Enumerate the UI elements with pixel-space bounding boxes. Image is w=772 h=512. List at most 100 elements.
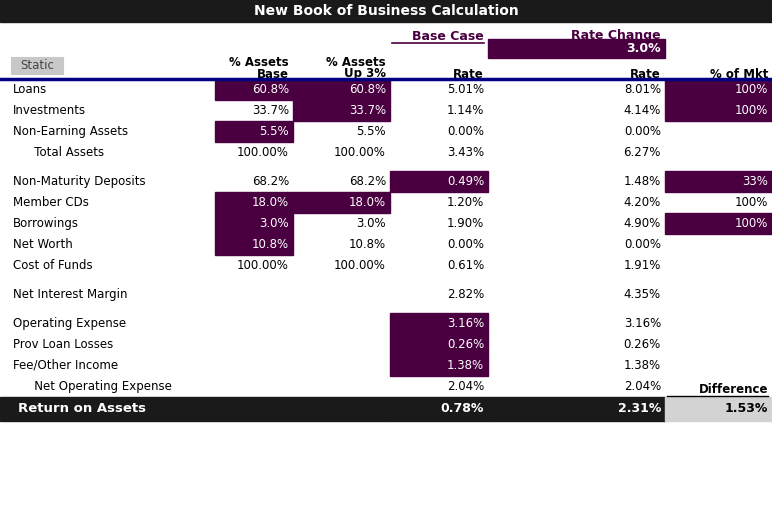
Text: 100.00%: 100.00%: [334, 146, 386, 159]
Text: Operating Expense: Operating Expense: [13, 317, 126, 330]
Text: 3.16%: 3.16%: [624, 317, 661, 330]
Bar: [11, 57, 63, 74]
Text: 60.8%: 60.8%: [349, 83, 386, 96]
Text: 68.2%: 68.2%: [349, 175, 386, 188]
Text: New Book of Business Calculation: New Book of Business Calculation: [254, 4, 518, 18]
Bar: [665, 79, 772, 100]
Text: 10.8%: 10.8%: [349, 238, 386, 251]
Text: 3.0%: 3.0%: [259, 217, 289, 230]
Text: 68.2%: 68.2%: [252, 175, 289, 188]
Text: Rate: Rate: [453, 68, 484, 80]
Text: 5.5%: 5.5%: [259, 125, 289, 138]
Text: Non-Maturity Deposits: Non-Maturity Deposits: [13, 175, 146, 188]
Bar: [293, 100, 390, 121]
Bar: [215, 192, 293, 213]
Text: 33.7%: 33.7%: [349, 104, 386, 117]
Text: 0.26%: 0.26%: [447, 338, 484, 351]
Text: Static: Static: [20, 59, 54, 72]
Text: Fee/Other Income: Fee/Other Income: [13, 359, 118, 372]
Text: Return on Assets: Return on Assets: [18, 402, 146, 416]
Text: 0.26%: 0.26%: [624, 338, 661, 351]
Bar: [0, 0, 772, 22]
Bar: [390, 171, 488, 192]
Bar: [488, 39, 665, 58]
Text: Difference: Difference: [699, 383, 768, 396]
Text: 0.78%: 0.78%: [441, 402, 484, 416]
Text: 100.00%: 100.00%: [237, 259, 289, 272]
Text: 8.01%: 8.01%: [624, 83, 661, 96]
Text: 100.00%: 100.00%: [334, 259, 386, 272]
Bar: [665, 100, 772, 121]
Text: Base Case: Base Case: [412, 30, 484, 42]
Text: 1.20%: 1.20%: [447, 196, 484, 209]
Bar: [390, 355, 488, 376]
Bar: [215, 213, 293, 234]
Text: 33%: 33%: [742, 175, 768, 188]
Text: 2.04%: 2.04%: [624, 380, 661, 393]
Text: 4.90%: 4.90%: [624, 217, 661, 230]
Bar: [0, 397, 390, 421]
Text: Up 3%: Up 3%: [344, 68, 386, 80]
Text: % of Mkt: % of Mkt: [709, 68, 768, 80]
Text: 1.38%: 1.38%: [624, 359, 661, 372]
Bar: [665, 213, 772, 234]
Text: 100.00%: 100.00%: [237, 146, 289, 159]
Text: 18.0%: 18.0%: [349, 196, 386, 209]
Text: Rate: Rate: [630, 68, 661, 80]
Text: 3.0%: 3.0%: [626, 42, 661, 55]
Bar: [390, 313, 488, 334]
Bar: [488, 397, 665, 421]
Bar: [215, 121, 293, 142]
Bar: [293, 79, 390, 100]
Text: % Assets: % Assets: [229, 56, 289, 70]
Text: 1.90%: 1.90%: [447, 217, 484, 230]
Text: Investments: Investments: [13, 104, 86, 117]
Text: 3.16%: 3.16%: [447, 317, 484, 330]
Text: Cost of Funds: Cost of Funds: [13, 259, 93, 272]
Text: 5.5%: 5.5%: [357, 125, 386, 138]
Text: 0.61%: 0.61%: [447, 259, 484, 272]
Bar: [665, 171, 772, 192]
Text: 2.82%: 2.82%: [447, 288, 484, 301]
Text: 0.00%: 0.00%: [624, 125, 661, 138]
Text: Base: Base: [257, 68, 289, 80]
Text: Net Operating Expense: Net Operating Expense: [23, 380, 172, 393]
Text: 60.8%: 60.8%: [252, 83, 289, 96]
Bar: [390, 397, 488, 421]
Text: 0.49%: 0.49%: [447, 175, 484, 188]
Text: 4.14%: 4.14%: [624, 104, 661, 117]
Text: Member CDs: Member CDs: [13, 196, 89, 209]
Bar: [215, 234, 293, 255]
Text: 2.04%: 2.04%: [447, 380, 484, 393]
Text: 4.20%: 4.20%: [624, 196, 661, 209]
Text: 10.8%: 10.8%: [252, 238, 289, 251]
Text: 1.14%: 1.14%: [447, 104, 484, 117]
Text: 3.43%: 3.43%: [447, 146, 484, 159]
Bar: [390, 334, 488, 355]
Text: 1.38%: 1.38%: [447, 359, 484, 372]
Text: 100%: 100%: [735, 83, 768, 96]
Bar: [293, 192, 390, 213]
Text: 100%: 100%: [735, 104, 768, 117]
Text: 1.91%: 1.91%: [624, 259, 661, 272]
Text: 0.00%: 0.00%: [447, 125, 484, 138]
Text: 0.00%: 0.00%: [624, 238, 661, 251]
Text: Borrowings: Borrowings: [13, 217, 79, 230]
Text: 18.0%: 18.0%: [252, 196, 289, 209]
Text: Non-Earning Assets: Non-Earning Assets: [13, 125, 128, 138]
Text: 0.00%: 0.00%: [447, 238, 484, 251]
Text: 4.35%: 4.35%: [624, 288, 661, 301]
Text: 5.01%: 5.01%: [447, 83, 484, 96]
Text: Rate Change: Rate Change: [571, 30, 661, 42]
Text: 33.7%: 33.7%: [252, 104, 289, 117]
Bar: [665, 397, 772, 421]
Text: Net Interest Margin: Net Interest Margin: [13, 288, 127, 301]
Text: 100%: 100%: [735, 196, 768, 209]
Text: 6.27%: 6.27%: [624, 146, 661, 159]
Bar: [215, 79, 293, 100]
Text: % Assets: % Assets: [327, 56, 386, 70]
Text: 1.48%: 1.48%: [624, 175, 661, 188]
Text: 3.0%: 3.0%: [357, 217, 386, 230]
Text: Prov Loan Losses: Prov Loan Losses: [13, 338, 113, 351]
Text: Loans: Loans: [13, 83, 47, 96]
